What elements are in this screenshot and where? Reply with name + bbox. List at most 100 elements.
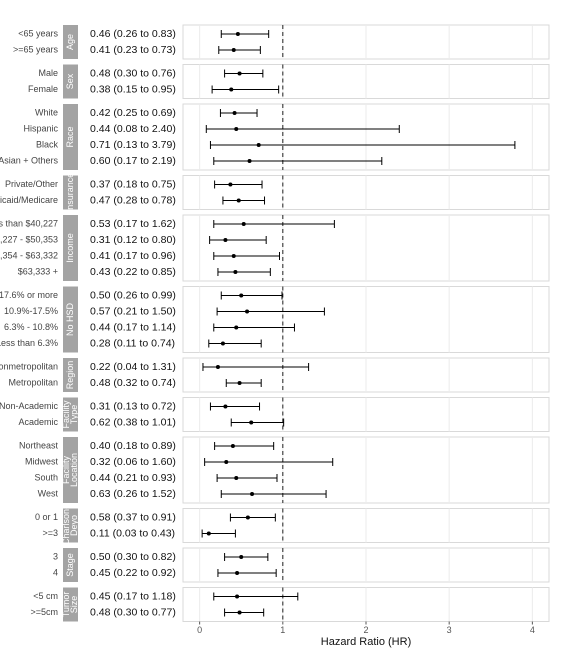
value-label: 0.28 (0.11 to 0.74) [90,337,175,349]
value-label: 0.71 (0.13 to 3.79) [90,139,176,151]
value-label: 0.46 (0.26 to 0.83) [90,28,176,40]
value-label: 0.45 (0.17 to 1.18) [90,590,176,602]
value-label: 0.50 (0.30 to 0.82) [90,551,176,563]
point-estimate [250,492,255,496]
row-label: Female [28,84,58,94]
x-tick-label: 2 [363,625,368,635]
value-label: 0.11 (0.03 to 0.43) [90,527,175,539]
point-estimate [239,293,244,298]
value-label: 0.48 (0.32 to 0.74) [90,377,176,389]
row-label: 6.3% - 10.8% [4,322,58,332]
value-label: 0.48 (0.30 to 0.77) [90,606,176,618]
row-label: Northeast [19,440,59,450]
strip-label: Tumor [61,592,71,618]
value-label: 0.41 (0.23 to 0.73) [90,44,176,56]
row-label: <5 cm [33,591,58,601]
point-estimate [237,381,242,385]
value-label: 0.50 (0.26 to 0.99) [90,289,176,301]
row-label: $63,333 + [18,266,58,276]
point-estimate [232,111,237,115]
value-label: 0.41 (0.17 to 0.96) [90,250,176,262]
point-estimate [234,476,239,480]
point-estimate [215,365,220,369]
point-estimate [247,159,252,163]
row-label: $40,227 - $50,353 [0,234,58,244]
strip-label: Facility [61,456,71,485]
strip-label: Size [69,596,79,614]
point-estimate [241,222,246,226]
value-label: 0.31 (0.13 to 0.72) [90,400,176,412]
row-label: >=5cm [30,607,58,617]
x-tick-label: 0 [197,625,202,635]
row-label: Academic [18,417,58,427]
point-estimate [245,309,250,314]
row-label: White [35,107,58,117]
strip [63,64,78,99]
row-label: Metropolitan [8,377,58,387]
value-label: 0.42 (0.25 to 0.69) [90,107,176,119]
x-tick-label: 3 [447,625,452,635]
point-estimate [233,270,238,274]
value-label: 0.47 (0.28 to 0.78) [90,194,176,206]
row-label: Nonmetropolitan [0,361,58,371]
value-label: 0.44 (0.21 to 0.93) [90,472,176,484]
row-label: 17.6% or more [0,290,58,300]
strip-label: Deyo [69,515,79,536]
row-label: 0 or 1 [35,512,58,522]
point-estimate [231,48,236,52]
strip-label: No HSD [65,303,75,337]
row-label: Medicaid/Medicare [0,195,58,205]
strip [63,25,78,59]
strip-label: Charlson- [61,506,71,545]
value-label: 0.37 (0.18 to 0.75) [90,178,176,190]
point-estimate [234,325,239,330]
point-estimate [206,531,211,536]
strip [63,508,78,543]
row-label: Male [38,68,58,78]
value-label: 0.44 (0.08 to 2.40) [90,123,176,135]
value-label: 0.44 (0.17 to 1.14) [90,321,176,333]
strip [63,104,78,170]
value-label: 0.53 (0.17 to 1.62) [90,218,176,230]
strip-label: Sex [65,73,75,89]
row-label: >=65 years [13,44,59,54]
row-label: 10.9%-17.5% [4,306,58,316]
value-label: 0.38 (0.15 to 0.95) [90,83,176,95]
point-estimate [230,444,235,448]
strip-label: Income [65,233,75,263]
point-estimate [229,87,234,92]
strip [63,358,78,392]
strip-label: Race [65,126,75,147]
point-estimate [228,182,233,187]
row-label: South [34,472,58,482]
point-estimate [237,610,242,615]
point-estimate [235,571,240,575]
value-label: 0.48 (0.30 to 0.76) [90,67,176,79]
value-label: 0.60 (0.17 to 2.19) [90,155,176,167]
strip-label: Location [69,453,79,487]
point-estimate [223,238,228,242]
point-estimate [245,515,250,520]
point-estimate [220,341,225,346]
strip [63,397,78,432]
row-label: Midwest [25,456,59,466]
row-label: $50,354 - $63,332 [0,250,58,260]
point-estimate [256,143,261,147]
point-estimate [231,254,236,258]
row-label: Black [36,139,59,149]
row-label: Hispanic [23,123,58,133]
row-label: 3 [53,551,58,561]
row-label: West [38,488,59,498]
point-estimate [249,420,254,425]
row-label: >=3 [42,528,58,538]
strip [63,175,78,210]
value-label: 0.43 (0.22 to 0.85) [90,266,176,278]
point-estimate [234,127,239,131]
strip [63,215,78,281]
point-estimate [235,594,240,599]
x-axis-label: Hazard Ratio (HR) [321,636,411,648]
point-estimate [224,460,229,464]
value-label: 0.31 (0.12 to 0.80) [90,234,176,246]
strip-label: Facility [61,400,71,429]
